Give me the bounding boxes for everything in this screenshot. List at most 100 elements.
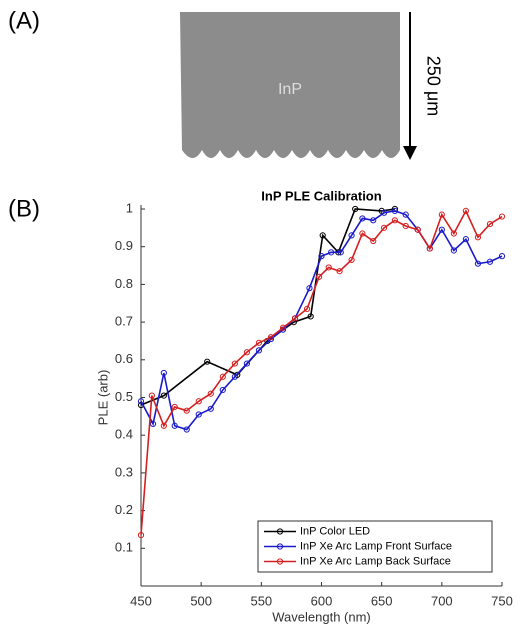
point: [462, 236, 469, 243]
material-label: InP: [278, 81, 302, 98]
legend-marker: [276, 558, 284, 565]
point: [414, 226, 421, 233]
point: [328, 249, 335, 256]
point: [195, 411, 202, 418]
point: [359, 230, 366, 237]
legend-marker: [276, 528, 284, 535]
point: [370, 217, 377, 224]
point: [336, 268, 343, 275]
y-tick-label: 0.1: [115, 540, 133, 555]
y-tick-label: 0.3: [115, 464, 133, 479]
point: [438, 211, 445, 218]
y-tick-label: 0.2: [115, 502, 133, 517]
legend-label: InP Color LED: [300, 525, 370, 537]
point: [348, 232, 355, 239]
point: [160, 422, 167, 429]
point: [391, 207, 399, 214]
point: [370, 237, 377, 245]
point: [219, 373, 226, 380]
point: [195, 398, 202, 405]
point: [318, 253, 325, 260]
point: [450, 247, 457, 254]
point: [474, 260, 482, 267]
point: [171, 403, 178, 411]
series-line: [140, 209, 503, 536]
point: [171, 422, 178, 429]
point: [243, 360, 250, 367]
point: [183, 426, 190, 433]
y-tick-label: 1: [126, 200, 133, 215]
y-tick-label: 0.9: [115, 238, 133, 253]
y-tick-label: 0.5: [115, 389, 133, 404]
point: [307, 313, 314, 320]
x-axis-label: Wavelength (nm): [272, 609, 371, 624]
point: [315, 273, 323, 280]
point: [183, 407, 190, 414]
point: [325, 264, 332, 271]
point: [160, 392, 167, 399]
point: [160, 369, 167, 377]
y-axis-label: PLE (arb): [95, 370, 110, 426]
legend-box: [257, 520, 493, 573]
point: [348, 256, 355, 263]
y-tick-label: 0.7: [115, 314, 133, 329]
x-tick-label: 600: [311, 593, 333, 608]
point: [380, 209, 388, 216]
point: [267, 334, 275, 341]
point: [486, 220, 494, 228]
point: [498, 253, 506, 260]
point: [137, 398, 145, 405]
sample-slab: [180, 12, 400, 158]
legend-label: InP Xe Arc Lamp Front Surface: [300, 540, 452, 552]
panel-label: (A): [8, 7, 40, 34]
legend-marker: [276, 543, 284, 550]
chart: InP PLE Calibration 0.1 0.2 0.3 0.4 0.5 0.6 0.7…: [95, 188, 512, 624]
point: [402, 211, 409, 218]
x-tick-label: 450: [130, 593, 152, 608]
point: [207, 405, 214, 412]
point: [137, 532, 145, 539]
point: [148, 392, 155, 399]
y-tick-label: 0.6: [115, 351, 133, 366]
point: [279, 324, 287, 331]
point: [402, 222, 409, 230]
point: [337, 249, 344, 256]
point: [303, 305, 311, 313]
point: [319, 232, 326, 239]
point: [450, 230, 457, 237]
panel-label: (B): [8, 195, 40, 222]
point: [231, 360, 238, 367]
point: [486, 258, 494, 265]
point: [255, 339, 263, 346]
point: [207, 390, 214, 397]
x-tick-label: 750: [491, 593, 513, 608]
y-tick-label: 0.8: [115, 276, 133, 291]
point: [352, 205, 359, 213]
point: [306, 285, 313, 292]
point: [204, 358, 211, 365]
point: [359, 215, 366, 222]
point: [426, 245, 433, 252]
point: [498, 213, 506, 220]
point: [391, 217, 399, 224]
point: [231, 373, 238, 380]
point: [219, 386, 226, 394]
chart-title: InP PLE Calibration: [261, 188, 381, 203]
point: [380, 224, 388, 231]
point: [462, 207, 469, 214]
point: [438, 226, 445, 233]
thickness-label: 250 μm: [423, 56, 443, 116]
x-tick-label: 550: [250, 593, 272, 608]
x-tick-label: 700: [431, 593, 453, 608]
point: [291, 315, 299, 322]
x-tick-label: 500: [190, 593, 212, 608]
arrow-head: [403, 146, 417, 160]
point: [255, 347, 263, 354]
y-tick-label: 0.4: [115, 427, 133, 442]
point: [243, 349, 250, 356]
series-line: [140, 208, 396, 406]
point: [474, 234, 482, 241]
legend-label: InP Xe Arc Lamp Back Surface: [300, 555, 451, 567]
x-tick-label: 650: [371, 593, 393, 608]
